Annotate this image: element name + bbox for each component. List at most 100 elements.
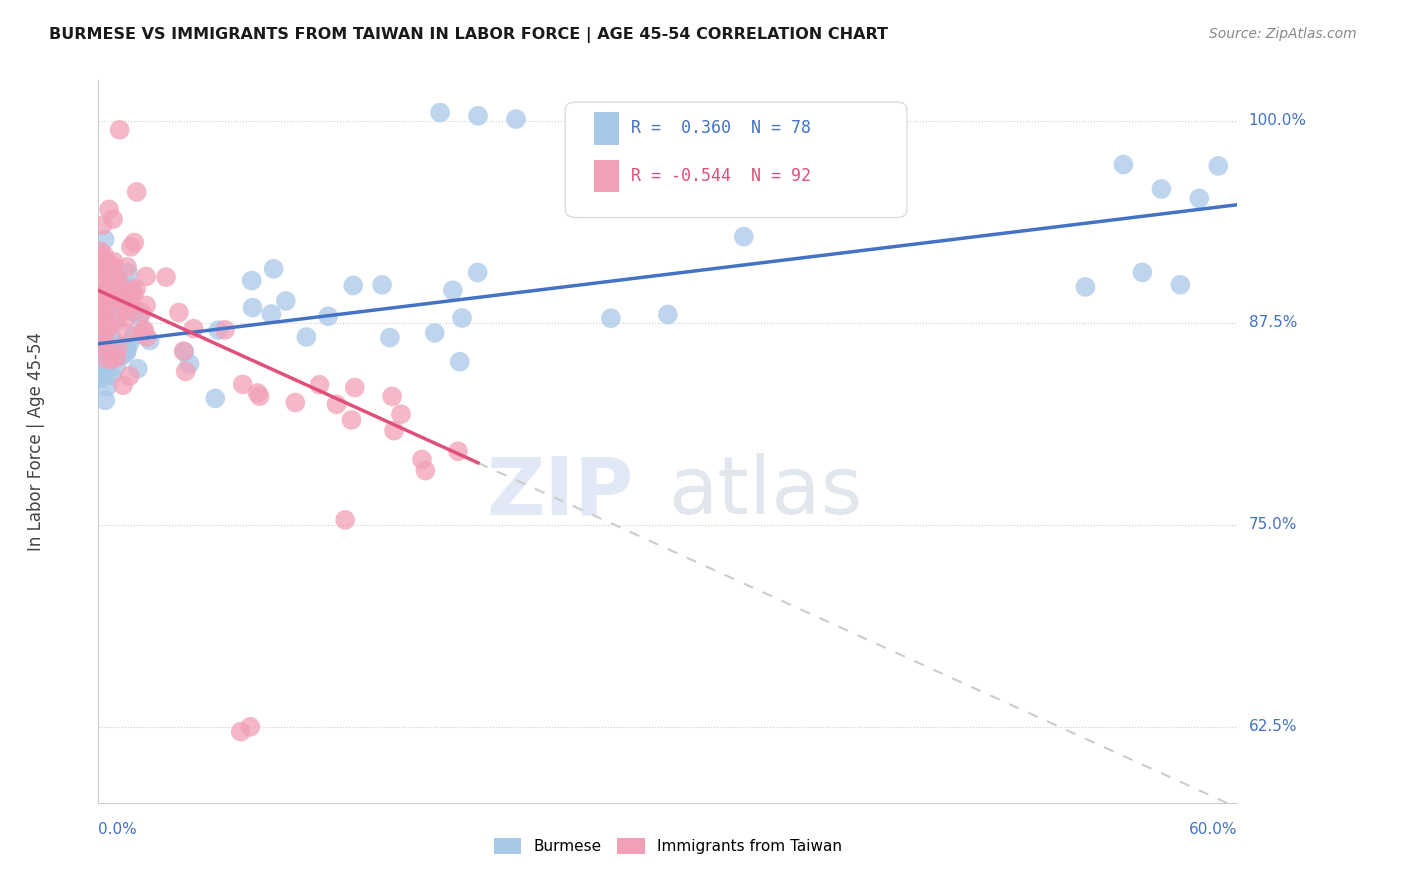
Legend: Burmese, Immigrants from Taiwan: Burmese, Immigrants from Taiwan xyxy=(488,832,848,860)
Point xyxy=(105,275,128,289)
Point xyxy=(107,274,129,288)
Point xyxy=(117,266,139,280)
Point xyxy=(122,305,145,319)
Point xyxy=(451,310,474,325)
Point xyxy=(89,372,111,386)
FancyBboxPatch shape xyxy=(565,102,907,218)
Point xyxy=(89,315,111,329)
Text: In Labor Force | Age 45-54: In Labor Force | Age 45-54 xyxy=(27,332,45,551)
Point xyxy=(101,259,124,273)
Point xyxy=(135,330,157,344)
Point xyxy=(1208,159,1230,173)
Point xyxy=(91,260,114,275)
Point xyxy=(98,298,121,312)
Point xyxy=(98,318,121,332)
Point xyxy=(101,278,124,293)
Point xyxy=(89,293,111,307)
Text: 100.0%: 100.0% xyxy=(1249,113,1306,128)
Point xyxy=(105,270,128,285)
Point xyxy=(96,257,118,271)
Point xyxy=(173,344,195,359)
Point xyxy=(91,312,114,326)
Point xyxy=(105,359,128,374)
Point xyxy=(103,255,125,269)
Point xyxy=(94,319,117,334)
Text: BURMESE VS IMMIGRANTS FROM TAIWAN IN LABOR FORCE | AGE 45-54 CORRELATION CHART: BURMESE VS IMMIGRANTS FROM TAIWAN IN LAB… xyxy=(49,27,889,43)
Point xyxy=(122,287,145,301)
Point xyxy=(121,283,143,297)
Point xyxy=(96,339,118,353)
Point xyxy=(239,720,262,734)
Point xyxy=(108,123,131,137)
Point xyxy=(204,392,226,406)
Point xyxy=(174,364,197,378)
Point xyxy=(107,292,129,306)
Point xyxy=(733,229,755,244)
Point xyxy=(249,389,271,403)
Point xyxy=(89,263,111,277)
Text: Source: ZipAtlas.com: Source: ZipAtlas.com xyxy=(1209,27,1357,41)
Point xyxy=(91,279,114,293)
Point xyxy=(91,303,114,318)
Point xyxy=(91,330,114,344)
Point xyxy=(91,218,114,232)
Point xyxy=(89,309,111,323)
Text: 0.0%: 0.0% xyxy=(98,822,138,838)
Point xyxy=(89,304,111,318)
Point xyxy=(101,212,124,227)
Bar xyxy=(593,112,619,145)
Point xyxy=(89,369,111,384)
Point xyxy=(89,250,111,264)
Point xyxy=(600,311,623,326)
Point xyxy=(381,389,404,403)
Point xyxy=(101,340,124,354)
Point xyxy=(115,289,138,303)
Point xyxy=(342,278,364,293)
Point xyxy=(97,255,120,269)
Point xyxy=(335,513,357,527)
Point xyxy=(118,368,141,383)
Point xyxy=(96,281,118,295)
Point xyxy=(94,334,117,349)
Point xyxy=(411,452,433,467)
Point xyxy=(1132,265,1154,279)
Point xyxy=(274,293,297,308)
Point xyxy=(94,303,117,318)
Point xyxy=(93,248,115,262)
Point xyxy=(316,310,339,324)
Point xyxy=(173,344,195,359)
Point xyxy=(1150,182,1173,196)
Point xyxy=(94,283,117,297)
Point xyxy=(115,346,138,360)
Point xyxy=(90,341,112,355)
Point xyxy=(91,362,114,376)
Point xyxy=(89,285,111,299)
Point xyxy=(138,334,160,348)
Bar xyxy=(593,160,619,192)
Point xyxy=(120,240,142,254)
Point xyxy=(1188,191,1211,205)
Point xyxy=(100,338,122,352)
Point xyxy=(93,301,115,315)
Point xyxy=(98,202,121,217)
Point xyxy=(1170,277,1192,292)
Point xyxy=(340,413,363,427)
Point xyxy=(122,235,145,250)
Point xyxy=(118,336,141,351)
Point xyxy=(115,300,138,314)
Point xyxy=(93,329,115,343)
Point xyxy=(100,293,122,307)
Point xyxy=(371,277,394,292)
Point xyxy=(325,397,347,411)
Point xyxy=(105,351,128,365)
Text: 60.0%: 60.0% xyxy=(1189,822,1237,838)
Point xyxy=(97,298,120,312)
Point xyxy=(263,261,285,276)
Point xyxy=(284,395,307,409)
Point xyxy=(232,377,254,392)
Point xyxy=(246,386,269,401)
Point xyxy=(242,301,264,315)
Point xyxy=(441,283,464,297)
Point xyxy=(295,330,318,344)
Text: ZIP: ZIP xyxy=(486,453,634,531)
